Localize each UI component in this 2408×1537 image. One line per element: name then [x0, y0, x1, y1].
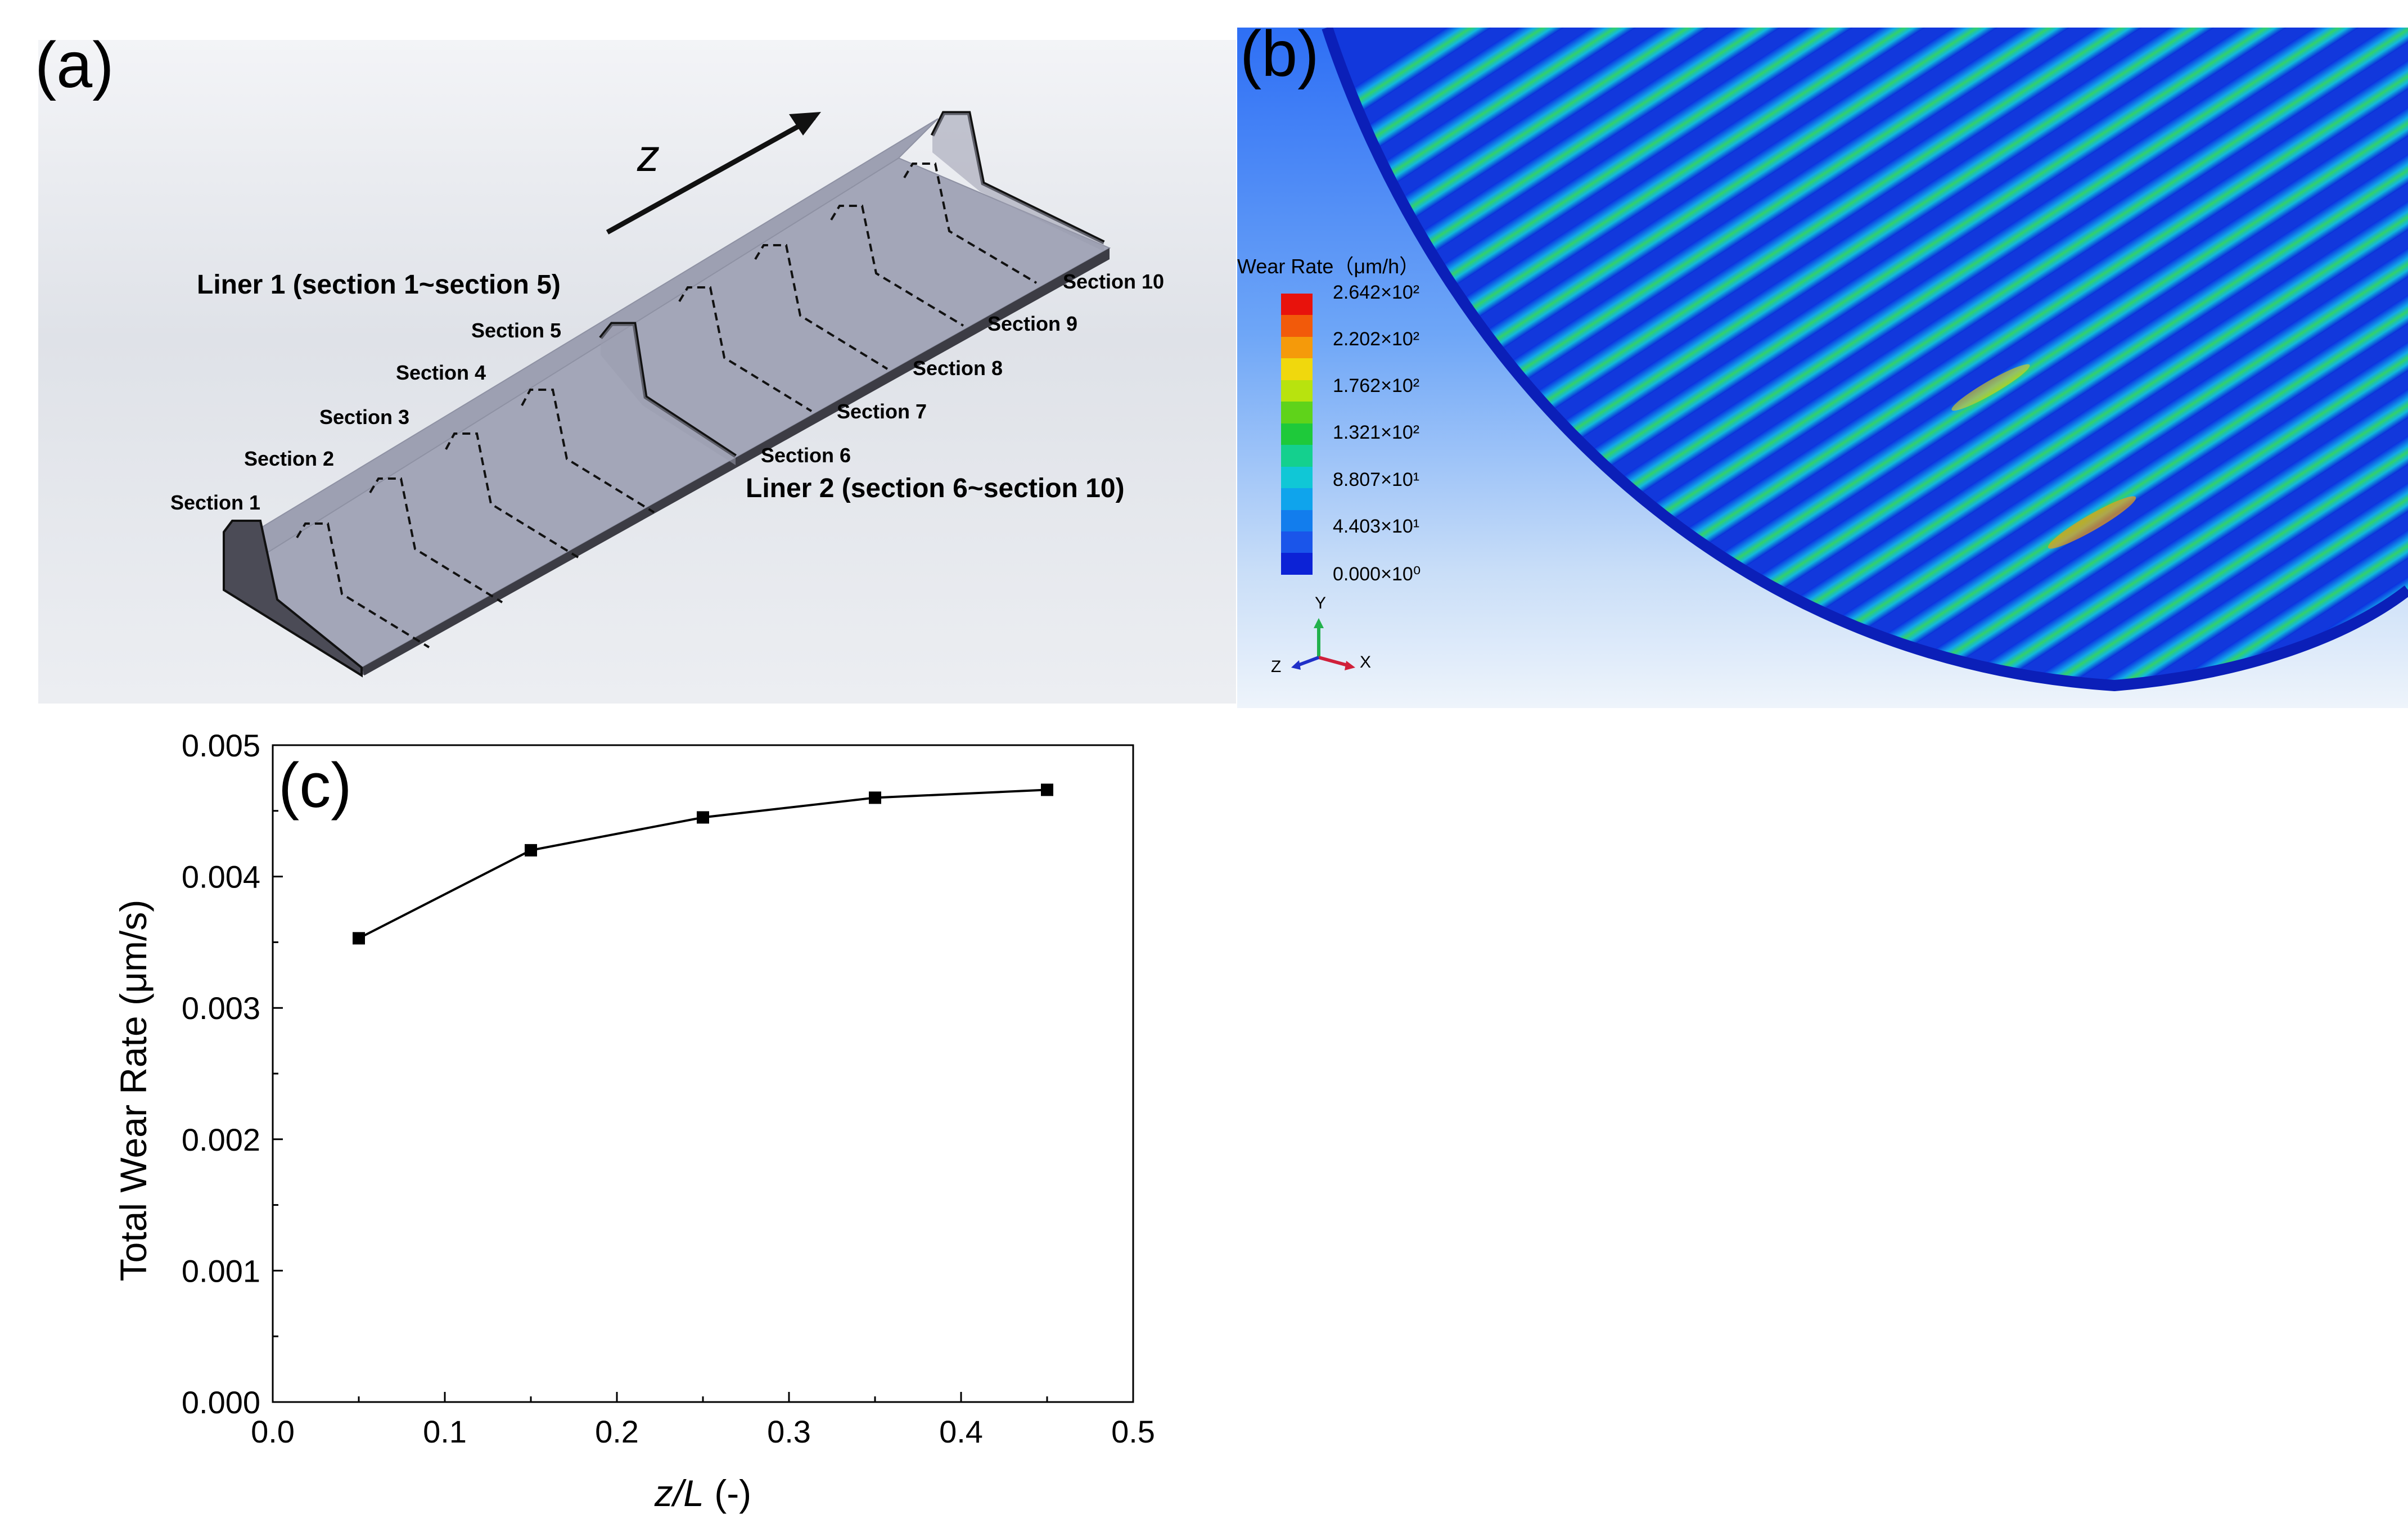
legend-tick-label: 0.000×10⁰ [1333, 564, 1421, 585]
section-label-7: Section 7 [837, 400, 927, 423]
y-tick-label: 0.005 [182, 728, 260, 763]
panel-b-figure: Wear Rate（μm/h） 2.642×10² 2.202×10² 1.76… [1237, 28, 2408, 708]
x-tick-label: 0.2 [595, 1414, 639, 1449]
legend-swatch [1281, 553, 1313, 575]
section-label-1: Section 1 [170, 491, 261, 514]
x-tick-label: 0.3 [767, 1414, 811, 1449]
section-label-5: Section 5 [471, 319, 562, 342]
legend-swatch [1281, 402, 1313, 423]
legend-swatch [1281, 315, 1313, 337]
x-tick-label: 0.5 [1111, 1414, 1155, 1449]
legend-tick-label: 2.642×10² [1333, 282, 1420, 303]
triad-y-label: Y [1315, 594, 1327, 612]
axis-triad-icon [1291, 618, 1355, 670]
panel-b-label: (b) [1240, 18, 1319, 90]
legend-swatch [1281, 358, 1313, 380]
wear-contour-plot [1322, 28, 2408, 692]
data-point [353, 932, 365, 945]
section-label-4: Section 4 [396, 361, 486, 384]
section-label-8: Section 8 [913, 357, 1003, 380]
section-label-2: Section 2 [244, 447, 335, 470]
section-label-9: Section 9 [987, 312, 1078, 335]
legend-swatch [1281, 466, 1313, 489]
liner2-label: Liner 2 (section 6~section 10) [746, 474, 1125, 503]
y-tick-label: 0.000 [182, 1385, 260, 1420]
y-tick-label: 0.001 [182, 1253, 260, 1288]
legend-colorbar [1281, 294, 1313, 575]
legend-tick-label: 2.202×10² [1333, 328, 1420, 350]
y-axis-label: Total Wear Rate (μm/s) [112, 900, 154, 1282]
legend-swatch [1281, 531, 1313, 553]
legend-swatch [1281, 488, 1313, 510]
x-axis-label-unit: (-) [704, 1472, 751, 1514]
x-axis-label-italic: z/L [654, 1472, 704, 1514]
panel-a-figure: z Liner 1 (section 1~section 5) Liner 2 … [38, 40, 1236, 704]
liner1-label: Liner 1 (section 1~section 5) [197, 270, 561, 300]
data-point [697, 811, 709, 824]
x-axis-label: z/L (-) [654, 1472, 751, 1514]
data-point [1041, 783, 1053, 796]
liner-3d-drawing [223, 111, 1111, 678]
legend-title: Wear Rate（μm/h） [1237, 255, 1420, 278]
y-tick-label: 0.002 [182, 1122, 260, 1157]
legend-swatch [1281, 423, 1313, 445]
plot-frame [272, 744, 1134, 1403]
section-label-6: Section 6 [761, 444, 851, 467]
z-axis-label: z [637, 130, 660, 181]
panel-a-label: (a) [35, 29, 114, 101]
data-point [869, 791, 881, 804]
wear-rate-line-chart: 0.0 0.1 0.2 0.3 0.4 0.5 0.000 0.001 0.002 0.003 0.… [112, 728, 1155, 1514]
legend-tick-label: 1.762×10² [1333, 375, 1420, 396]
legend-swatch [1281, 380, 1313, 402]
x-tick-label: 0.0 [251, 1414, 295, 1449]
y-tick-label: 0.003 [182, 990, 260, 1026]
section-label-3: Section 3 [319, 405, 410, 429]
legend-tick-label: 1.321×10² [1333, 422, 1420, 443]
legend-swatch [1281, 294, 1313, 315]
triad-x-label: X [1360, 653, 1372, 671]
legend-tick-label: 4.403×10¹ [1333, 516, 1420, 537]
section-label-10: Section 10 [1063, 270, 1165, 293]
y-tick-label: 0.004 [182, 859, 260, 895]
legend-swatch [1281, 445, 1313, 467]
legend-tick-label: 8.807×10¹ [1333, 469, 1420, 490]
panel-c-label: (c) [278, 750, 352, 821]
x-tick-label: 0.4 [939, 1414, 983, 1449]
x-tick-label: 0.1 [423, 1414, 467, 1449]
legend-swatch [1281, 336, 1313, 359]
triad-z-label: Z [1271, 657, 1282, 676]
data-point [525, 844, 537, 857]
legend-swatch [1281, 510, 1313, 531]
